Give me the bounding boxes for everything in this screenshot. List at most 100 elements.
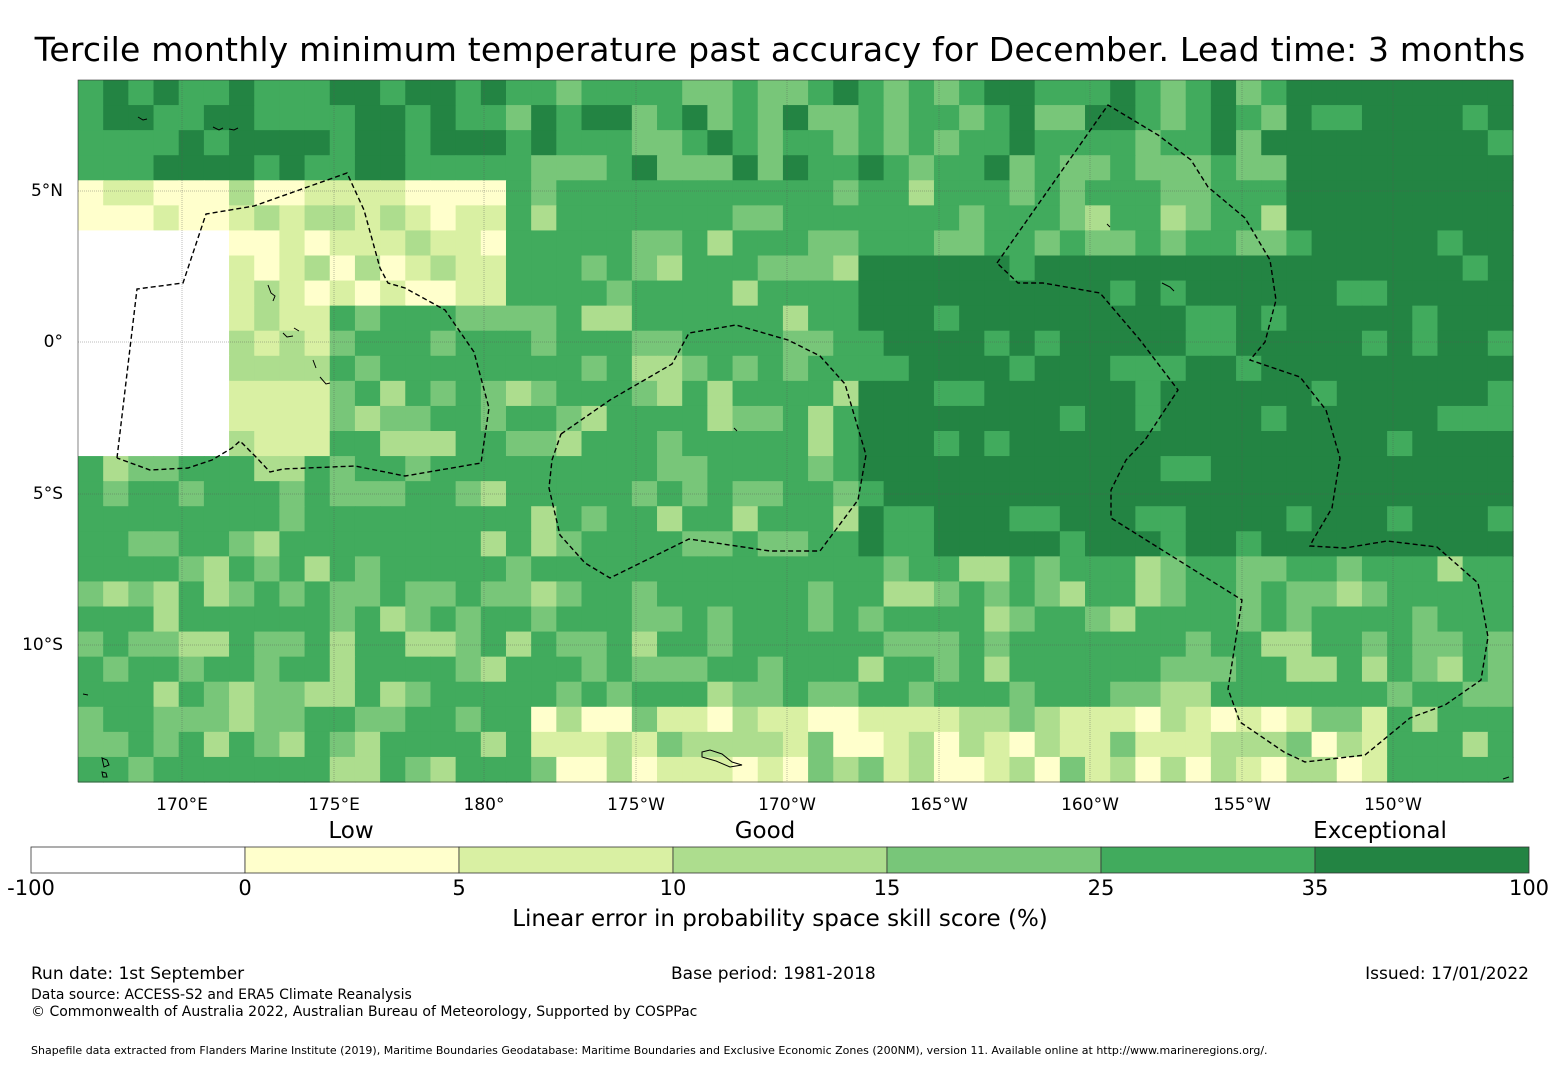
grid-cell — [1286, 155, 1313, 181]
grid-cell — [1336, 681, 1363, 708]
grid-cell — [254, 355, 281, 382]
grid-cell — [153, 330, 180, 357]
grid-cell — [229, 155, 255, 181]
grid-cell — [1361, 155, 1388, 181]
grid-cell — [1462, 355, 1489, 382]
grid-cell — [1085, 205, 1111, 232]
grid-cell — [254, 506, 281, 532]
grid-cell — [78, 681, 104, 708]
grid-cell — [304, 581, 331, 608]
grid-cell — [1437, 330, 1464, 357]
grid-cell — [480, 456, 507, 482]
grid-cell — [682, 205, 708, 232]
grid-cell — [606, 681, 633, 708]
grid-cell — [505, 180, 532, 206]
grid-cell — [1085, 681, 1111, 708]
grid-cell — [1462, 405, 1489, 432]
grid-cell — [380, 280, 406, 307]
grid-cell — [103, 606, 129, 633]
grid-cell — [1009, 155, 1036, 181]
grid-cell — [1286, 756, 1313, 783]
grid-cell — [1462, 130, 1489, 156]
grid-cell — [480, 581, 507, 608]
grid-cell — [833, 556, 860, 583]
grid-cell — [1085, 80, 1111, 106]
grid-cell — [78, 305, 104, 332]
grid-cell — [1462, 330, 1489, 357]
grid-cell — [1487, 506, 1514, 532]
grid-cell — [531, 606, 557, 633]
grid-cell — [1311, 130, 1338, 156]
grid-cell — [455, 80, 482, 106]
grid-cell — [883, 80, 910, 106]
grid-cell — [732, 731, 759, 758]
grid-cell — [782, 631, 809, 658]
colorbar-label: Linear error in probability space skill … — [512, 906, 1048, 932]
grid-cell — [455, 230, 482, 257]
grid-cell — [1160, 230, 1187, 257]
grid-cell — [203, 405, 230, 432]
grid-cell — [1210, 105, 1237, 131]
grid-cell — [1261, 656, 1288, 683]
grid-cell — [606, 380, 633, 407]
grid-cell — [455, 531, 482, 557]
grid-cell — [1009, 631, 1036, 658]
grid-cell — [203, 180, 230, 206]
grid-cell — [78, 581, 104, 608]
lon-label-175w: 175°W — [607, 795, 665, 815]
grid-cell — [229, 405, 255, 432]
grid-cell — [103, 706, 129, 733]
grid-cell — [984, 456, 1011, 482]
grid-cell — [78, 180, 104, 206]
grid-cell — [153, 581, 180, 608]
grid-cell — [103, 581, 129, 608]
grid-cell — [782, 280, 809, 307]
grid-cell — [78, 506, 104, 532]
grid-cell — [1160, 531, 1187, 557]
grid-cell — [782, 105, 809, 131]
grid-cell — [1387, 205, 1413, 232]
grid-cell — [1085, 456, 1111, 482]
grid-cell — [1462, 706, 1489, 733]
grid-cell — [682, 706, 708, 733]
grid-cell — [908, 731, 935, 758]
grid-cell — [1085, 581, 1111, 608]
grid-cell — [631, 506, 658, 532]
grid-cell — [858, 330, 885, 357]
grid-cell — [883, 180, 910, 206]
grid-cell — [178, 681, 205, 708]
grid-cell — [1462, 456, 1489, 482]
grid-cell — [354, 405, 381, 432]
grid-cell — [556, 681, 583, 708]
grid-cell — [1185, 681, 1212, 708]
grid-cell — [1462, 255, 1489, 282]
grid-cell — [455, 380, 482, 407]
island-coastlines — [82, 116, 1510, 780]
grid-cell — [229, 631, 255, 658]
grid-cell — [178, 431, 205, 457]
grid-cell — [1085, 656, 1111, 683]
grid-cell — [1009, 280, 1036, 307]
grid-cell — [178, 606, 205, 633]
grid-cell — [657, 681, 683, 708]
grid-cell — [1462, 756, 1489, 783]
category-good: Good — [734, 818, 796, 844]
colorbar-tick: 15 — [873, 876, 901, 900]
grid-cell — [1437, 431, 1464, 457]
grid-cell — [1462, 380, 1489, 407]
grid-cell — [1210, 330, 1237, 357]
grid-cell — [1085, 330, 1111, 357]
grid-cell — [254, 531, 281, 557]
grid-cell — [657, 280, 683, 307]
grid-cell — [354, 130, 381, 156]
grid-cell — [682, 756, 708, 783]
grid-cell — [279, 305, 306, 332]
grid-cell — [1286, 130, 1313, 156]
grid-cell — [1185, 380, 1212, 407]
grid-cell — [1009, 180, 1036, 206]
grid-cell — [254, 706, 281, 733]
grid-cell — [1286, 556, 1313, 583]
grid-cell — [329, 280, 356, 307]
grid-cell — [1009, 305, 1036, 332]
grid-cell — [1412, 731, 1439, 758]
